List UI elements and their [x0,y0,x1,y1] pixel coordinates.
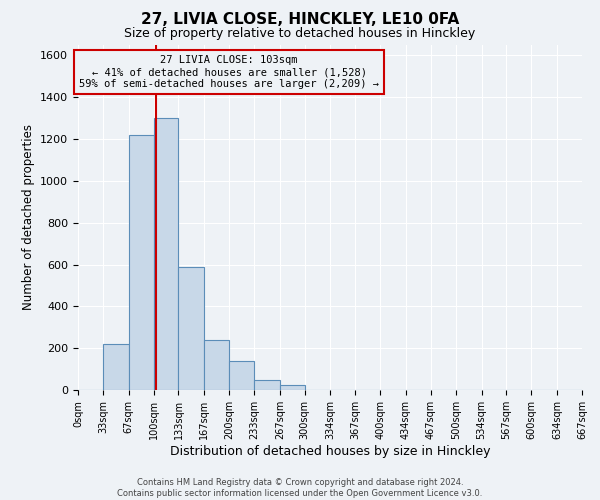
Text: Size of property relative to detached houses in Hinckley: Size of property relative to detached ho… [124,28,476,40]
Bar [128,135,154,390]
Bar [229,360,254,390]
Text: 27 LIVIA CLOSE: 103sqm
← 41% of detached houses are smaller (1,528)
59% of semi-: 27 LIVIA CLOSE: 103sqm ← 41% of detached… [79,56,379,88]
Bar [103,344,128,390]
X-axis label: Distribution of detached houses by size in Hinckley: Distribution of detached houses by size … [170,444,490,458]
Bar [254,380,280,390]
Bar [280,385,305,390]
Bar [154,118,178,390]
Text: Contains HM Land Registry data © Crown copyright and database right 2024.
Contai: Contains HM Land Registry data © Crown c… [118,478,482,498]
Bar [204,340,229,390]
Text: 27, LIVIA CLOSE, HINCKLEY, LE10 0FA: 27, LIVIA CLOSE, HINCKLEY, LE10 0FA [141,12,459,28]
Y-axis label: Number of detached properties: Number of detached properties [22,124,35,310]
Bar [178,266,204,390]
